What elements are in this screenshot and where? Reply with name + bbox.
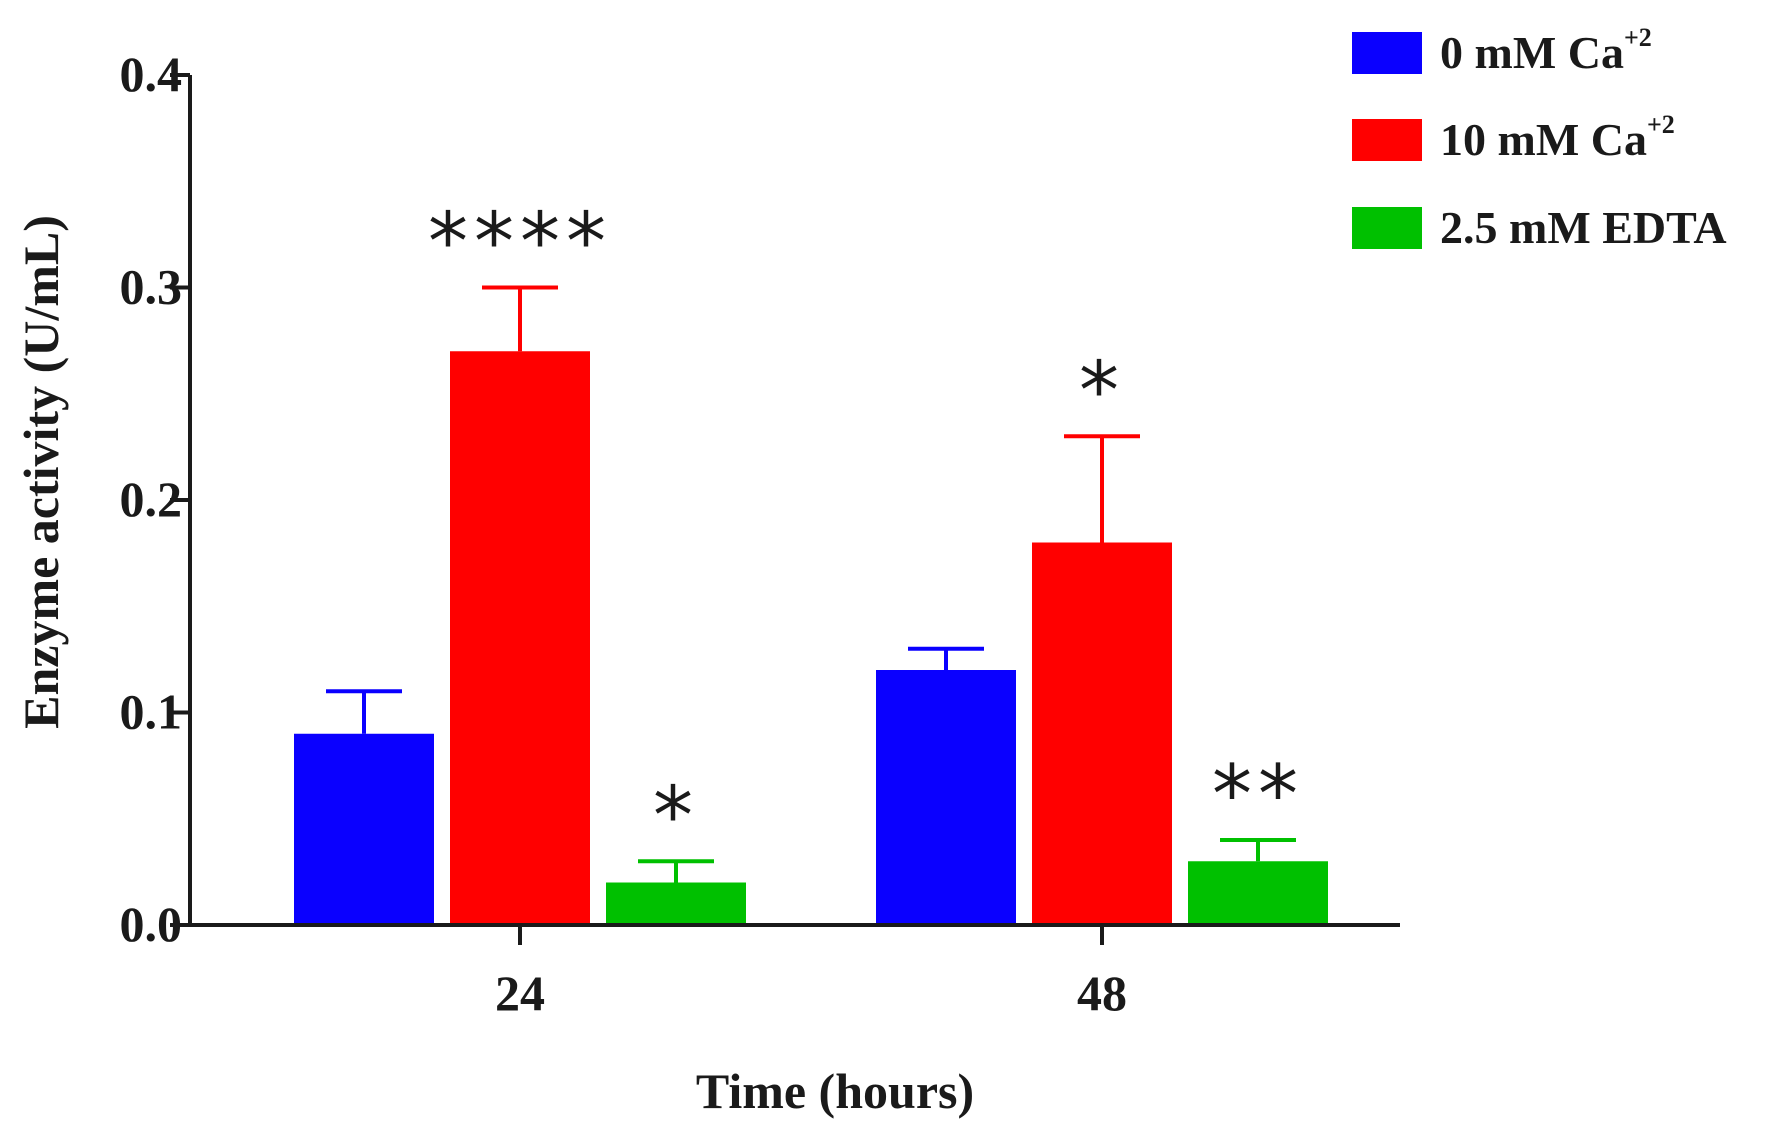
- bar-48-series-2: [1188, 861, 1328, 925]
- axes: [184, 75, 1400, 927]
- legend-swatch: [1352, 207, 1422, 249]
- legend: 0 mM Ca+2 10 mM Ca+2 2.5 mM EDTA: [1352, 23, 1727, 253]
- bar-48-series-0: [876, 670, 1016, 925]
- x-category-label: 24: [495, 965, 545, 1021]
- significance-mark: *: [653, 769, 699, 862]
- significance-mark: *: [1079, 344, 1125, 437]
- legend-label: 0 mM Ca+2: [1440, 23, 1652, 78]
- significance-mark: ****: [428, 196, 612, 289]
- y-tick-label: 0.0: [120, 896, 183, 952]
- x-axis-title: Time (hours): [696, 1063, 974, 1119]
- bar-48-series-1: [1032, 542, 1172, 925]
- legend-swatch: [1352, 119, 1422, 161]
- x-category-label: 48: [1077, 965, 1127, 1021]
- bar-24-series-2: [606, 882, 746, 925]
- y-ticks: 0.0 0.1 0.2 0.3 0.4: [120, 46, 190, 952]
- significance-mark: **: [1212, 748, 1304, 841]
- bar-24-series-1: [450, 351, 590, 925]
- y-tick-label: 0.1: [120, 684, 183, 740]
- x-categories: 24 48: [495, 925, 1127, 1021]
- bar-24-series-0: [294, 733, 434, 925]
- y-tick-label: 0.2: [120, 471, 183, 527]
- bars: ****** **: [294, 196, 1328, 925]
- legend-label: 10 mM Ca+2: [1440, 110, 1675, 165]
- y-tick-label: 0.4: [120, 46, 183, 102]
- legend-swatch: [1352, 32, 1422, 74]
- y-axis-title: Enzyme activity (U/mL): [13, 215, 69, 729]
- legend-label: 2.5 mM EDTA: [1440, 202, 1727, 253]
- y-tick-label: 0.3: [120, 259, 183, 315]
